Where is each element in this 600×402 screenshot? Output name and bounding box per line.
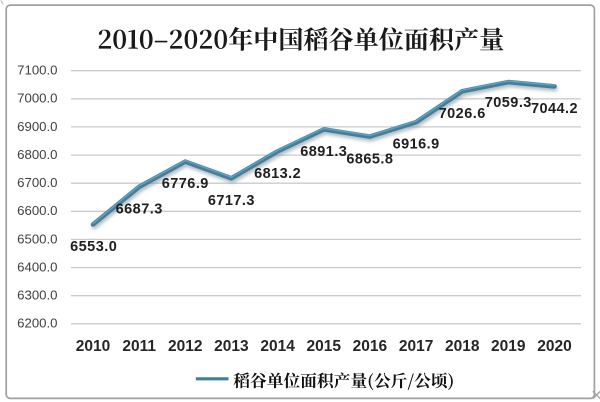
svg-text:6687.3: 6687.3 — [116, 201, 163, 217]
svg-text:6300.0: 6300.0 — [17, 288, 57, 303]
svg-text:6916.9: 6916.9 — [393, 137, 440, 153]
svg-text:6813.2: 6813.2 — [254, 166, 301, 182]
svg-text:2013: 2013 — [214, 338, 249, 355]
svg-text:6400.0: 6400.0 — [17, 260, 57, 275]
svg-text:7000.0: 7000.0 — [17, 91, 57, 106]
svg-text:6800.0: 6800.0 — [17, 147, 57, 162]
svg-text:6700.0: 6700.0 — [17, 175, 57, 190]
svg-text:6200.0: 6200.0 — [17, 316, 57, 331]
svg-text:2020: 2020 — [537, 338, 571, 355]
svg-text:6717.3: 6717.3 — [208, 193, 255, 209]
svg-text:2018: 2018 — [445, 338, 480, 355]
svg-text:6600.0: 6600.0 — [17, 203, 57, 218]
svg-text:2015: 2015 — [307, 338, 342, 355]
svg-text:2019: 2019 — [491, 338, 526, 355]
svg-text:6553.0: 6553.0 — [70, 239, 117, 255]
svg-text:2011: 2011 — [122, 338, 156, 355]
svg-text:7100.0: 7100.0 — [17, 63, 57, 78]
svg-text:2017: 2017 — [399, 338, 433, 355]
svg-text:6891.3: 6891.3 — [300, 144, 347, 160]
svg-text:7044.2: 7044.2 — [531, 101, 578, 117]
svg-text:6500.0: 6500.0 — [17, 231, 57, 246]
svg-text:2016: 2016 — [353, 338, 388, 355]
svg-text:6776.9: 6776.9 — [162, 176, 209, 192]
svg-text:7059.3: 7059.3 — [485, 95, 532, 111]
svg-text:7026.6: 7026.6 — [439, 106, 486, 122]
svg-text:2012: 2012 — [168, 338, 202, 355]
svg-text:2014: 2014 — [260, 338, 295, 355]
svg-text:6900.0: 6900.0 — [17, 119, 57, 134]
svg-text:6865.8: 6865.8 — [346, 152, 393, 168]
svg-text:2010: 2010 — [76, 338, 110, 355]
